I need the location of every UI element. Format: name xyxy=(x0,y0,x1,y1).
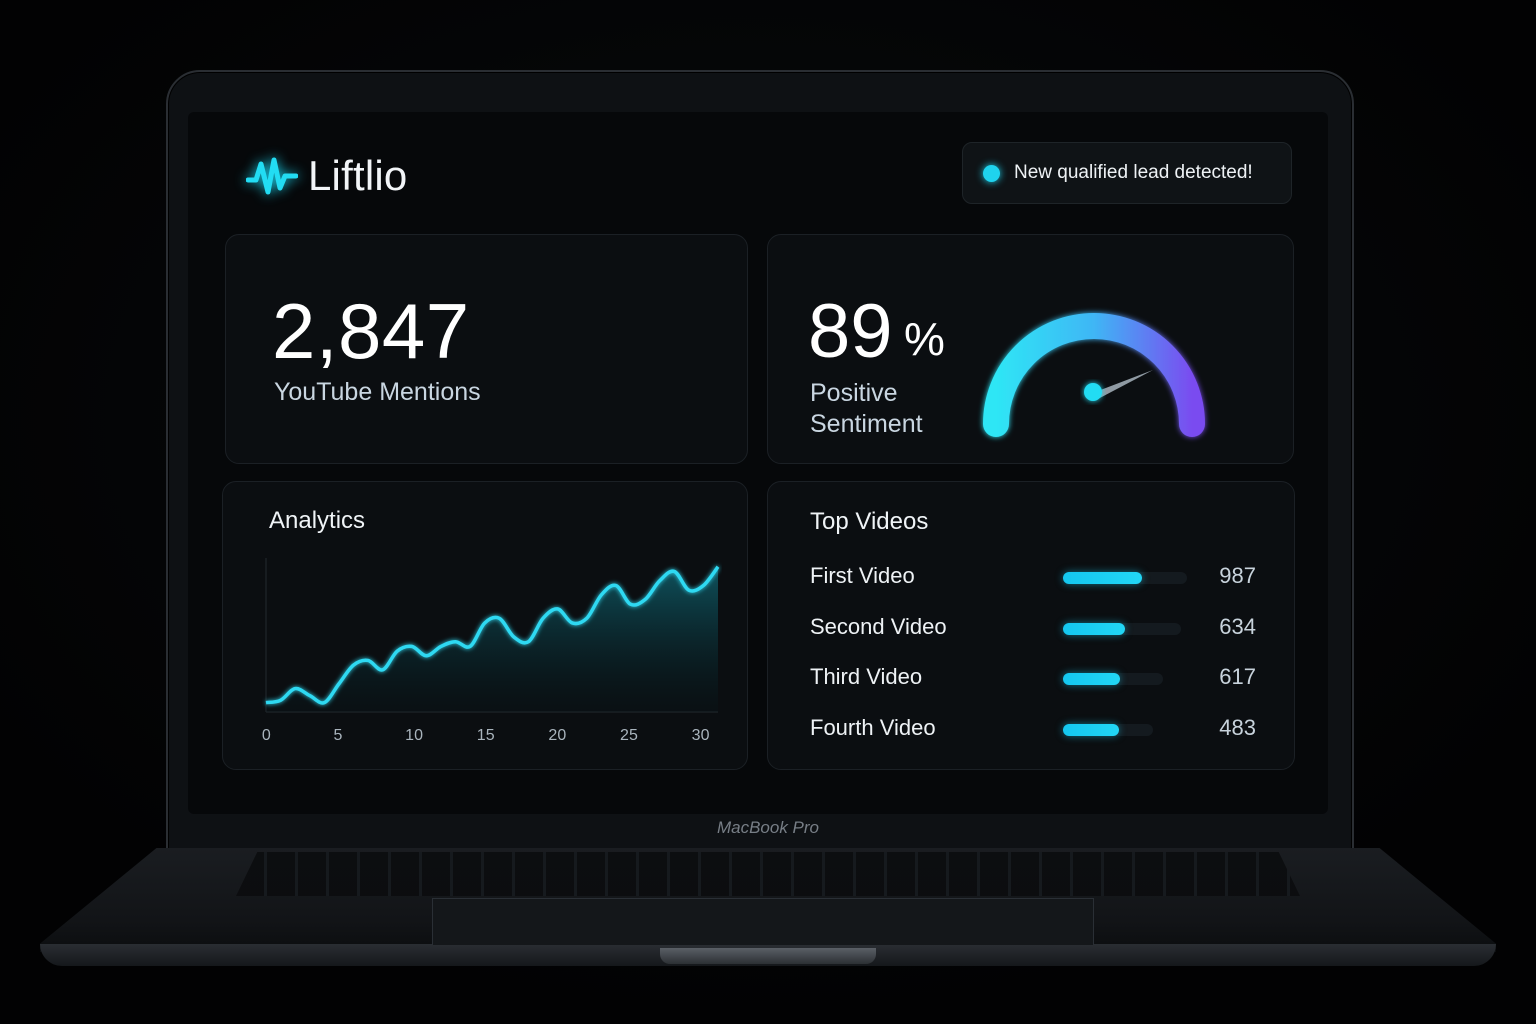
waveform-icon xyxy=(246,157,298,195)
mentions-label: YouTube Mentions xyxy=(274,378,481,406)
video-name[interactable]: First Video xyxy=(810,563,915,588)
trackpad xyxy=(432,898,1094,945)
app-name: Liftlio xyxy=(308,152,408,199)
video-name[interactable]: Third Video xyxy=(810,664,923,689)
video-progress-track xyxy=(1063,724,1153,736)
chart-area-fill xyxy=(266,566,718,712)
sentiment-value: 89 xyxy=(808,289,893,374)
analytics-title: Analytics xyxy=(269,507,366,534)
x-tick-label: 25 xyxy=(620,727,638,744)
device-label: MacBook Pro xyxy=(716,818,820,837)
video-count: 634 xyxy=(1219,614,1256,639)
video-count: 483 xyxy=(1219,715,1256,740)
keyboard xyxy=(236,852,1300,896)
sentiment-gauge xyxy=(983,313,1205,437)
x-tick-label: 15 xyxy=(476,727,495,744)
sentiment-unit: % xyxy=(904,313,945,365)
notification-text: New qualified lead detected! xyxy=(1014,162,1253,183)
video-progress-track xyxy=(1063,673,1163,685)
video-progress-bar xyxy=(1063,572,1143,584)
x-tick-label: 30 xyxy=(691,727,710,744)
video-progress-bar xyxy=(1063,724,1119,736)
chart-series-line xyxy=(265,565,720,705)
top-videos-card[interactable] xyxy=(767,481,1295,770)
app-logo[interactable]: Liftlio xyxy=(246,152,407,200)
x-tick-label: 5 xyxy=(333,727,343,744)
x-tick-label: 10 xyxy=(405,727,423,744)
x-tick-label: 0 xyxy=(261,727,271,744)
lid-notch xyxy=(660,948,876,964)
mentions-value: 2,847 xyxy=(272,287,470,375)
x-tick-label: 20 xyxy=(548,727,567,744)
analytics-chart xyxy=(265,558,720,713)
gauge-arc xyxy=(983,313,1205,437)
video-name[interactable]: Fourth Video xyxy=(810,715,936,740)
video-progress-track xyxy=(1063,572,1187,584)
video-progress-track xyxy=(1063,623,1181,635)
video-count: 617 xyxy=(1219,664,1256,689)
gauge-needle xyxy=(1090,370,1153,400)
mentions-card[interactable] xyxy=(225,234,748,464)
top-videos-title: Top Videos xyxy=(810,508,929,535)
video-name[interactable]: Second Video xyxy=(810,614,947,639)
video-progress-bar xyxy=(1063,623,1125,635)
sentiment-label: Positive Sentiment xyxy=(810,379,923,438)
video-count: 987 xyxy=(1219,563,1256,588)
gauge-hub xyxy=(1084,383,1102,401)
video-progress-bar xyxy=(1063,673,1121,685)
notification-toast[interactable]: New qualified lead detected! xyxy=(962,142,1292,204)
status-dot-icon xyxy=(983,164,1000,182)
